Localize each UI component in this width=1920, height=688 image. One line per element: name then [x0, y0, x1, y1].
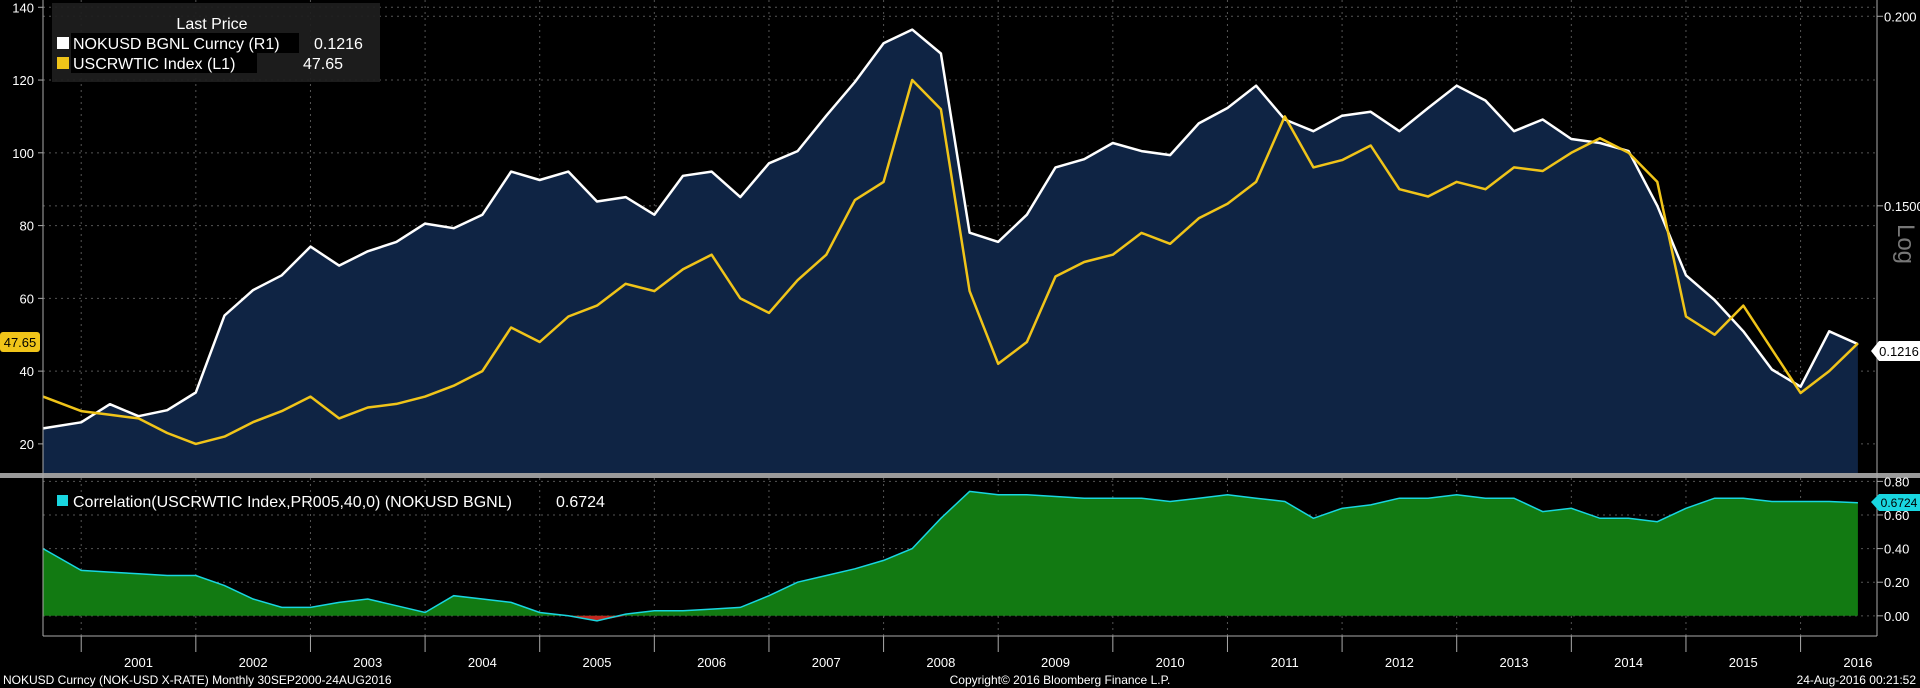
- last-price-flag-lower: 0.6724: [1871, 494, 1920, 511]
- x-tick-label: 2016: [1843, 655, 1872, 670]
- panel-divider: [0, 473, 1920, 478]
- nokusd-area: [43, 29, 1858, 473]
- footer-left: NOKUSD Curncy (NOK-USD X-RATE) Monthly 3…: [3, 673, 392, 687]
- x-tick-label: 2009: [1041, 655, 1070, 670]
- y-right-tick-label: 0.200: [1884, 9, 1917, 24]
- legend-header: Last Price: [176, 16, 247, 33]
- x-tick-label: 2006: [697, 655, 726, 670]
- last-price-flag-lower-text: 0.6724: [1881, 496, 1918, 510]
- legend-label-oil: USCRWTIC Index (L1): [73, 56, 235, 73]
- y-lower-tick-label: 0.00: [1884, 609, 1909, 624]
- legend-label-nok: NOKUSD BGNL Curncy (R1): [73, 36, 280, 53]
- last-price-flag-right: 0.1216: [1871, 341, 1920, 361]
- x-tick-label: 2015: [1729, 655, 1758, 670]
- last-price-flag-left-text: 47.65: [4, 335, 37, 350]
- y-left-tick-label: 40: [20, 364, 34, 379]
- x-tick-label: 2014: [1614, 655, 1643, 670]
- y-left-tick-label: 100: [12, 146, 34, 161]
- x-tick-label: 2008: [926, 655, 955, 670]
- y-left-tick-label: 20: [20, 437, 34, 452]
- footer-right: 24-Aug-2016 00:21:52: [1797, 673, 1917, 687]
- x-tick-label: 2002: [239, 655, 268, 670]
- nokusd-line: [42, 28, 1859, 430]
- y-lower-tick-label: 0.80: [1884, 474, 1909, 489]
- legend-value-oil: 47.65: [303, 56, 343, 73]
- y-left-tick-label: 80: [20, 219, 34, 234]
- y-left-tick-label: 140: [12, 0, 34, 15]
- legend-value-nok: 0.1216: [314, 36, 363, 53]
- last-price-flag-right-text: 0.1216: [1879, 344, 1919, 359]
- x-tick-label: 2004: [468, 655, 497, 670]
- x-tick-label: 2012: [1385, 655, 1414, 670]
- y-lower-tick-label: 0.20: [1884, 575, 1909, 590]
- y-right-tick-label: 0.1500: [1884, 199, 1920, 214]
- x-tick-label: 2010: [1156, 655, 1185, 670]
- correlation-line: [42, 490, 1858, 622]
- correlation-area: [43, 491, 1858, 621]
- legend-swatch-nok: [57, 37, 69, 49]
- axis-ticks: 2001 2002 2003 2004 2005 2006 2007 2008 2009 2010…: [12, 0, 1920, 670]
- last-price-flag-left: 47.65: [0, 332, 40, 352]
- x-tick-label: 2007: [812, 655, 841, 670]
- y-left-tick-label: 60: [20, 291, 34, 306]
- uscrwtic-line: [42, 78, 1859, 446]
- x-tick-label: 2001: [124, 655, 153, 670]
- legend-label-bg-oil: [71, 53, 257, 73]
- y-lower-tick-label: 0.60: [1884, 508, 1909, 523]
- lower-legend-value: 0.6724: [556, 494, 605, 511]
- footer-center: Copyright© 2016 Bloomberg Finance L.P.: [950, 673, 1171, 687]
- lower-legend-swatch: [57, 495, 68, 506]
- x-tick-label: 2005: [583, 655, 612, 670]
- lower-legend: Correlation(USCRWTIC Index,PR005,40,0) (…: [57, 494, 605, 511]
- x-tick-label: 2011: [1271, 655, 1299, 670]
- right-axis-label: Log: [1892, 224, 1919, 264]
- y-left-tick-label: 120: [12, 73, 34, 88]
- legend: Last Price NOKUSD BGNL Curncy (R1) 0.121…: [52, 3, 380, 82]
- y-lower-tick-label: 0.40: [1884, 542, 1909, 557]
- x-tick-label: 2003: [353, 655, 382, 670]
- lower-legend-label: Correlation(USCRWTIC Index,PR005,40,0) (…: [73, 494, 512, 511]
- legend-swatch-oil: [57, 57, 69, 69]
- x-tick-label: 2013: [1500, 655, 1529, 670]
- legend-label-bg-nok: [71, 33, 299, 53]
